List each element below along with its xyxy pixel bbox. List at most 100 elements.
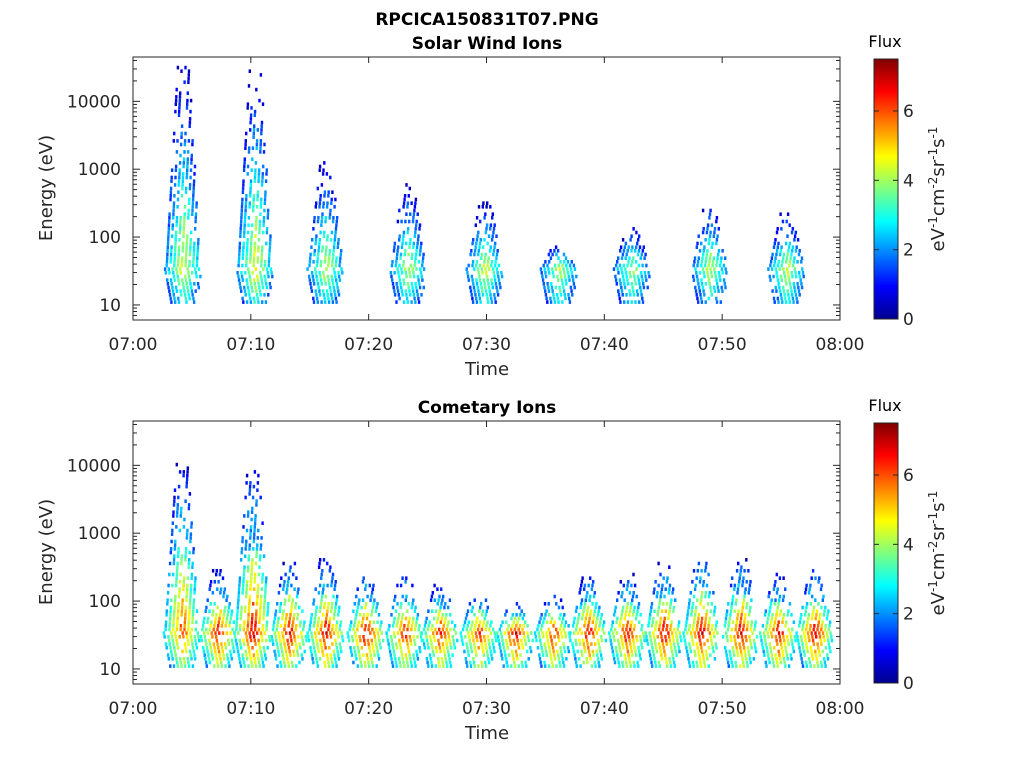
heatmap-cell	[253, 113, 256, 117]
heatmap-cell	[830, 638, 834, 643]
heatmap-cell	[467, 278, 470, 282]
heatmap-cell	[742, 646, 746, 650]
heatmap-cell	[177, 260, 180, 264]
heatmap-cell	[319, 230, 322, 235]
heatmap-cell	[488, 289, 491, 293]
heatmap-cell	[249, 528, 252, 533]
colorbar-tick-label: 4	[903, 535, 914, 555]
heatmap-cell	[247, 510, 250, 514]
heatmap-cell	[707, 278, 711, 282]
heatmap-cell	[720, 285, 723, 290]
heatmap-cell	[171, 227, 174, 231]
heatmap-cell	[324, 252, 327, 257]
heatmap-cell	[401, 238, 405, 242]
heatmap-cell	[771, 657, 774, 661]
heatmap-cell	[487, 300, 490, 304]
heatmap-cell	[289, 609, 293, 613]
heatmap-cell	[653, 609, 656, 613]
heatmap-cell	[619, 300, 622, 304]
heatmap-cell	[582, 660, 585, 665]
heatmap-cell	[480, 267, 483, 271]
heatmap-cell	[543, 285, 546, 290]
heatmap-cell	[630, 282, 634, 286]
heatmap-cell	[324, 256, 327, 260]
heatmap-cell	[814, 598, 817, 602]
heatmap-cell	[553, 594, 556, 599]
heatmap-cell	[662, 624, 665, 628]
heatmap-cell	[479, 300, 482, 304]
heatmap-cell	[193, 635, 196, 639]
heatmap-cell	[783, 638, 786, 643]
heatmap-cell	[322, 289, 325, 293]
heatmap-cell	[431, 624, 434, 628]
heatmap-cell	[288, 616, 292, 621]
heatmap-cell	[247, 216, 251, 220]
heatmap-cell	[802, 646, 805, 650]
heatmap-cell	[715, 263, 718, 268]
heatmap-cell	[446, 649, 450, 654]
heatmap-cell	[327, 263, 330, 268]
heatmap-cell	[296, 591, 299, 595]
heatmap-cell	[202, 649, 206, 654]
heatmap-cell	[550, 660, 554, 665]
heatmap-cell	[830, 635, 833, 639]
heatmap-cell	[620, 594, 623, 599]
heatmap-cell	[715, 216, 719, 220]
heatmap-cell	[244, 495, 247, 500]
heatmap-cell	[296, 653, 300, 657]
heatmap-cell	[276, 646, 279, 650]
heatmap-cell	[332, 631, 336, 635]
heatmap-cell	[618, 664, 621, 668]
heatmap-cell	[544, 289, 547, 293]
heatmap-cell	[325, 205, 329, 209]
heatmap-cell	[567, 624, 570, 628]
heatmap-cell	[292, 631, 295, 635]
heatmap-cell	[335, 300, 338, 304]
heatmap-cell	[599, 616, 603, 621]
heatmap-cell	[189, 98, 193, 103]
heatmap-cell	[352, 660, 355, 665]
heatmap-cell	[793, 234, 797, 238]
heatmap-cell	[412, 289, 415, 293]
heatmap-cell	[777, 241, 780, 246]
heatmap-cell	[419, 649, 422, 654]
heatmap-cell	[172, 503, 176, 507]
heatmap-cell	[239, 227, 242, 231]
heatmap-cell	[563, 649, 567, 654]
heatmap-cell	[819, 613, 822, 617]
heatmap-cell	[636, 241, 639, 246]
heatmap-cell	[807, 657, 811, 661]
heatmap-cell	[792, 649, 795, 654]
heatmap-cell	[641, 646, 644, 650]
heatmap-cell	[334, 234, 337, 238]
heatmap-cell	[593, 613, 596, 617]
heatmap-cell	[241, 539, 244, 544]
heatmap-cell	[638, 234, 641, 238]
heatmap-cell	[224, 624, 227, 628]
heatmap-cell	[190, 583, 193, 588]
heatmap-cell	[489, 649, 492, 654]
heatmap-cell	[697, 282, 700, 286]
heatmap-cell	[191, 565, 194, 569]
heatmap-cell	[683, 638, 687, 643]
heatmap-cell	[488, 267, 491, 271]
heatmap-cell	[632, 271, 635, 275]
heatmap-cell	[729, 657, 733, 661]
heatmap-cell	[247, 223, 250, 227]
heatmap-cell	[185, 631, 188, 635]
heatmap-cell	[389, 635, 393, 639]
heatmap-cell	[686, 613, 689, 617]
figure-title: RPCICA150831T07.PNG	[375, 10, 598, 30]
heatmap-cell	[717, 249, 721, 253]
heatmap-cell	[316, 664, 319, 668]
heatmap-cell	[189, 594, 192, 599]
heatmap-cell	[828, 620, 832, 624]
heatmap-cell	[481, 664, 484, 668]
heatmap-cell	[187, 271, 190, 275]
heatmap-cell	[238, 583, 241, 588]
heatmap-cell	[285, 587, 289, 591]
heatmap-cell	[629, 238, 632, 242]
heatmap-cell	[707, 624, 710, 628]
heatmap-cell	[556, 649, 559, 654]
heatmap-cell	[393, 245, 396, 249]
